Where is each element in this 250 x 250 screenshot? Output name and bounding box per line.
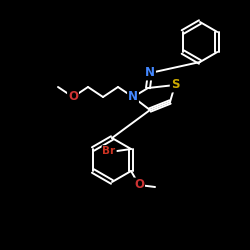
- Text: Br: Br: [102, 146, 116, 156]
- Text: O: O: [68, 90, 78, 104]
- Text: O: O: [134, 178, 144, 192]
- Text: S: S: [171, 78, 179, 92]
- Text: N: N: [128, 90, 138, 104]
- Text: N: N: [145, 66, 155, 80]
